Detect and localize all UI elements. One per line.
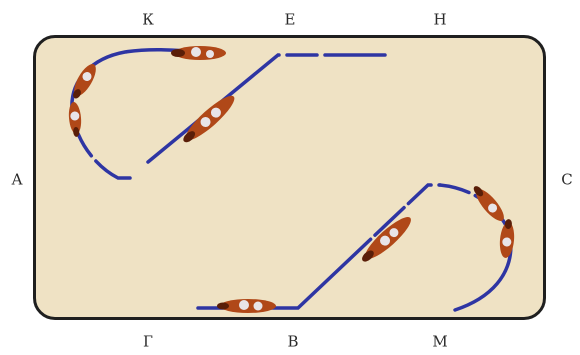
marker-label-b: В bbox=[287, 332, 299, 351]
marker-label-e: Е bbox=[284, 10, 296, 29]
horse-right-upper bbox=[473, 186, 504, 221]
upper-track bbox=[70, 47, 387, 180]
horse-diagonal-lower bbox=[362, 217, 411, 262]
marker-label-g: Г bbox=[143, 332, 153, 351]
horse-right-lower bbox=[499, 219, 515, 258]
marker-label-k: К bbox=[142, 10, 154, 29]
horse-left-lower bbox=[68, 102, 82, 137]
marker-label-h: Н bbox=[433, 10, 447, 29]
horse-left-upper bbox=[73, 64, 96, 99]
horse-diagonal-upper bbox=[183, 95, 235, 143]
lower-track-straight bbox=[196, 183, 442, 310]
marker-label-a: А bbox=[11, 170, 23, 189]
upper-track-straight bbox=[146, 53, 387, 164]
lower-track bbox=[196, 183, 513, 312]
horse-top bbox=[171, 46, 226, 60]
marker-label-c: С bbox=[561, 170, 573, 189]
marker-label-m: М bbox=[432, 332, 448, 351]
horse-bottom bbox=[217, 299, 276, 313]
